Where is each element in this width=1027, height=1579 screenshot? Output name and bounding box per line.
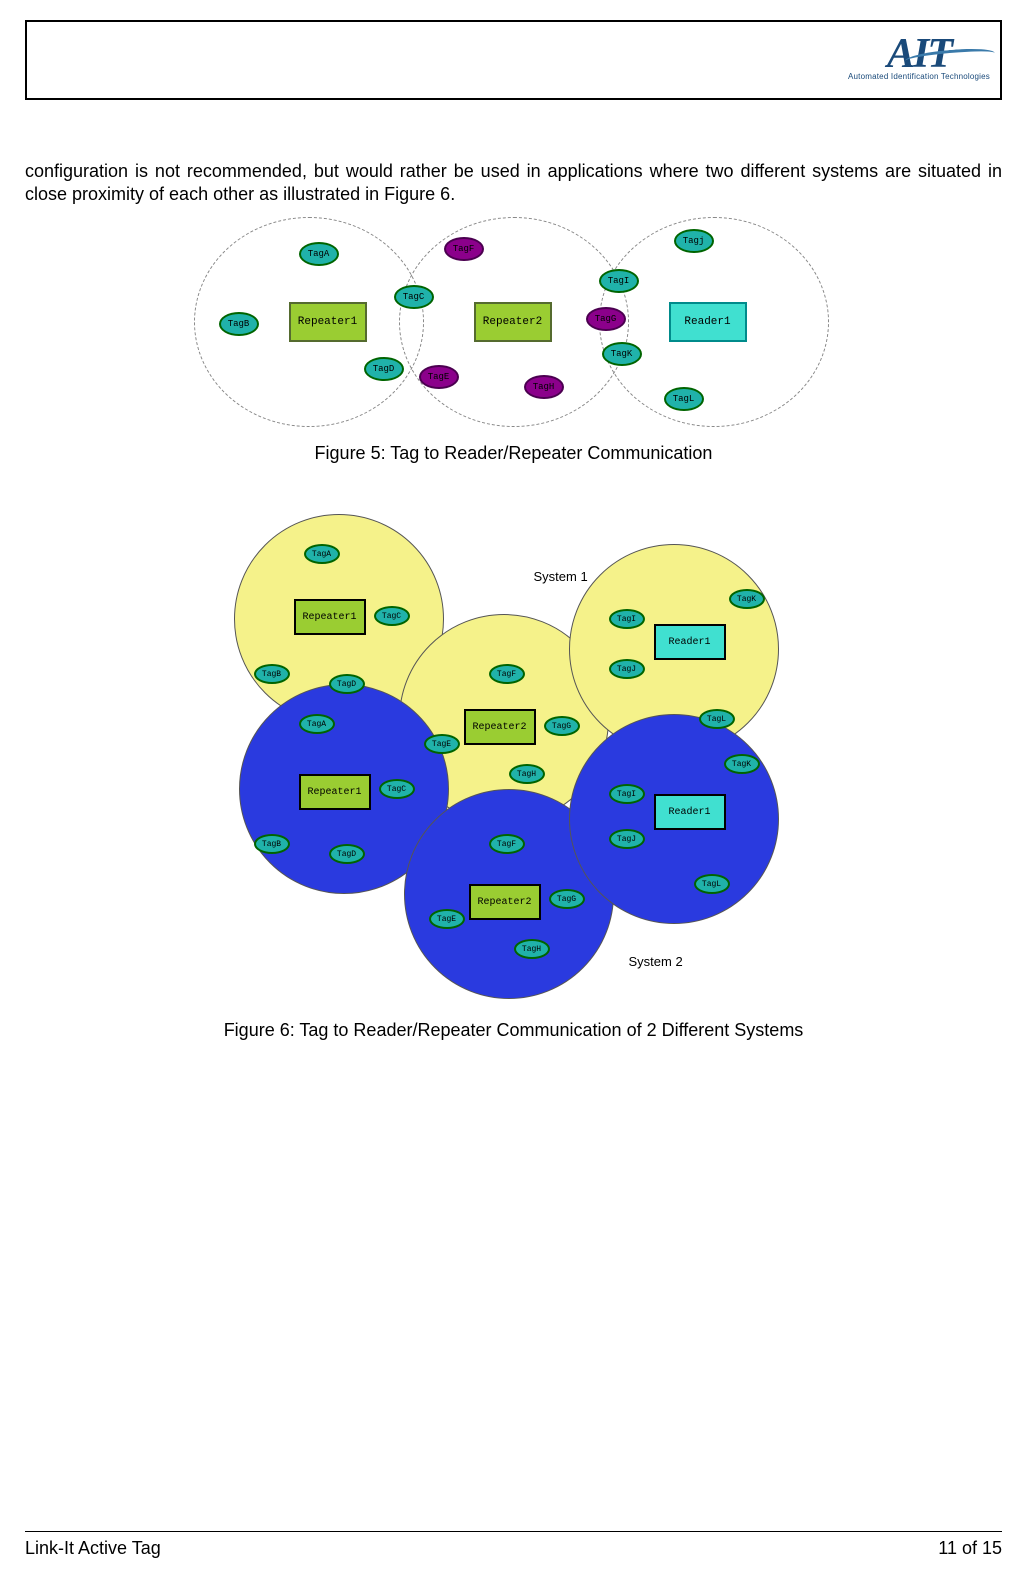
figure-5-caption: Figure 5: Tag to Reader/Repeater Communi… — [25, 443, 1002, 464]
tag-ellipse: TagA — [304, 544, 340, 564]
tag-ellipse: TagE — [419, 365, 459, 389]
repeater-box: Repeater2 — [469, 884, 541, 920]
tag-ellipse: TagI — [609, 784, 645, 804]
page-number: 11 of 15 — [938, 1538, 1002, 1559]
tag-ellipse: TagC — [374, 606, 410, 626]
footer: Link-It Active Tag 11 of 15 — [25, 1531, 1002, 1559]
figure-5-diagram: Repeater1 Repeater2 Reader1 TagA TagB TagC Tag… — [194, 217, 834, 427]
tag-ellipse: TagK — [602, 342, 642, 366]
tag-ellipse: TagI — [609, 609, 645, 629]
tag-ellipse: TagJ — [609, 659, 645, 679]
tag-ellipse: TagD — [329, 844, 365, 864]
header-bar: AIT Automated Identification Technologie… — [25, 20, 1002, 100]
repeater-box: Repeater2 — [464, 709, 536, 745]
tag-ellipse: TagB — [219, 312, 259, 336]
tag-ellipse: TagH — [524, 375, 564, 399]
repeater-box: Repeater1 — [294, 599, 366, 635]
reader-box: Reader1 — [669, 302, 747, 342]
tag-ellipse: TagE — [429, 909, 465, 929]
figure-6: System 1 System 2 Repeater1 TagA TagB TagC Tag… — [25, 514, 1002, 1041]
tag-ellipse: TagG — [549, 889, 585, 909]
figure-6-caption: Figure 6: Tag to Reader/Repeater Communi… — [25, 1020, 1002, 1041]
repeater-box: Repeater2 — [474, 302, 552, 342]
tag-ellipse: TagH — [509, 764, 545, 784]
tag-ellipse: TagL — [664, 387, 704, 411]
tag-ellipse: TagJ — [609, 829, 645, 849]
tag-ellipse: TagF — [489, 664, 525, 684]
tag-ellipse: TagL — [699, 709, 735, 729]
tag-ellipse: TagF — [489, 834, 525, 854]
repeater-box: Repeater1 — [289, 302, 367, 342]
intro-paragraph: configuration is not recommended, but wo… — [25, 160, 1002, 205]
tag-ellipse: TagF — [444, 237, 484, 261]
tag-ellipse: TagG — [544, 716, 580, 736]
tag-ellipse: TagK — [724, 754, 760, 774]
tag-ellipse: TagC — [394, 285, 434, 309]
tag-ellipse: TagE — [424, 734, 460, 754]
figure-6-diagram: System 1 System 2 Repeater1 TagA TagB TagC Tag… — [224, 514, 804, 1004]
repeater-box: Repeater1 — [299, 774, 371, 810]
tag-ellipse: TagB — [254, 664, 290, 684]
tag-ellipse: TagC — [379, 779, 415, 799]
tag-ellipse: TagK — [729, 589, 765, 609]
tag-ellipse: TagB — [254, 834, 290, 854]
tag-ellipse: TagI — [599, 269, 639, 293]
tag-ellipse: Tagj — [674, 229, 714, 253]
tag-ellipse: TagH — [514, 939, 550, 959]
tag-ellipse: TagL — [694, 874, 730, 894]
footer-title: Link-It Active Tag — [25, 1538, 161, 1559]
reader-box: Reader1 — [654, 794, 726, 830]
tag-ellipse: TagA — [299, 714, 335, 734]
system-2-label: System 2 — [629, 954, 683, 969]
figure-5: Repeater1 Repeater2 Reader1 TagA TagB TagC Tag… — [25, 217, 1002, 464]
tag-ellipse: TagD — [364, 357, 404, 381]
tag-ellipse: TagG — [586, 307, 626, 331]
page: AIT Automated Identification Technologie… — [0, 0, 1027, 1579]
tag-ellipse: TagA — [299, 242, 339, 266]
logo: AIT Automated Identification Technologie… — [848, 30, 990, 81]
reader-box: Reader1 — [654, 624, 726, 660]
tag-ellipse: TagD — [329, 674, 365, 694]
system-1-label: System 1 — [534, 569, 588, 584]
